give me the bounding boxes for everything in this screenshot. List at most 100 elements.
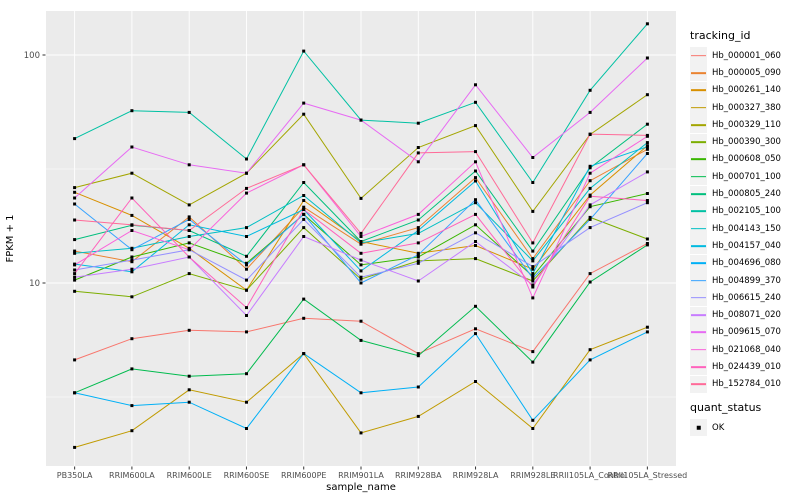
data-point <box>531 283 535 287</box>
data-point <box>359 196 363 200</box>
data-point <box>73 249 77 253</box>
data-point <box>73 272 77 276</box>
data-point <box>531 257 535 261</box>
data-point <box>302 181 306 184</box>
data-point <box>645 122 649 126</box>
data-point <box>531 241 535 245</box>
data-point <box>130 258 134 262</box>
data-point <box>130 145 134 149</box>
legend-item-Hb_024439_010: Hb_024439_010 <box>690 358 800 376</box>
data-point <box>187 223 191 227</box>
data-point <box>474 176 477 180</box>
data-point <box>245 427 248 430</box>
legend-item-Hb_000329_110: Hb_000329_110 <box>690 116 800 134</box>
data-point <box>474 304 477 308</box>
data-point <box>245 171 248 175</box>
y-tick-label: 10 <box>29 279 40 289</box>
data-point <box>187 241 191 245</box>
legend-key-swatch <box>690 47 707 65</box>
legend-key-swatch <box>690 168 707 186</box>
data-point <box>302 235 306 238</box>
data-point <box>130 295 134 299</box>
legend-key-line <box>691 245 706 247</box>
data-point <box>245 235 248 238</box>
data-point <box>416 229 420 232</box>
data-point <box>416 121 420 125</box>
data-point <box>588 205 592 209</box>
data-point <box>245 263 248 267</box>
legend-key-swatch <box>690 220 707 238</box>
legend: tracking_id Hb_000001_060 Hb_000005_090 Hb… <box>690 29 800 437</box>
data-point <box>130 109 134 113</box>
legend-item-label: Hb_004696_080 <box>712 258 781 269</box>
data-point <box>588 132 592 136</box>
data-point <box>187 203 191 207</box>
data-point <box>474 212 477 216</box>
legend-key-line <box>691 262 706 265</box>
x-tick-label: PB350LA <box>57 471 93 480</box>
x-tick-label: RRIM600SE <box>224 471 270 480</box>
data-point <box>645 330 649 334</box>
data-point <box>73 137 77 141</box>
data-point <box>474 201 477 205</box>
data-point <box>302 112 306 116</box>
data-point <box>588 280 592 284</box>
data-point <box>474 223 477 227</box>
data-point <box>645 56 649 60</box>
legend-key-point <box>696 425 701 430</box>
legend-key-line <box>691 158 706 161</box>
data-point <box>645 243 649 247</box>
legend-key-line <box>691 106 706 109</box>
legend-key-line <box>691 89 706 92</box>
data-point <box>187 215 191 219</box>
data-point <box>588 88 592 92</box>
legend-key-line <box>691 175 706 178</box>
data-point <box>359 263 363 267</box>
legend-item-Hb_006615_240: Hb_006615_240 <box>690 289 800 307</box>
legend-item-Hb_009615_070: Hb_009615_070 <box>690 323 800 341</box>
legend-key-line <box>691 314 706 316</box>
data-point <box>245 306 248 310</box>
legend-item-label: Hb_000005_090 <box>712 67 781 78</box>
data-point <box>645 325 649 329</box>
data-point <box>416 261 420 265</box>
legend-item-Hb_000001_060: Hb_000001_060 <box>690 47 800 65</box>
data-point <box>531 267 535 271</box>
data-point <box>130 260 134 264</box>
data-point <box>416 259 420 263</box>
data-point <box>73 186 77 190</box>
data-point <box>531 259 535 263</box>
legend-key-line <box>691 348 706 351</box>
legend-item-Hb_000261_140: Hb_000261_140 <box>690 81 800 99</box>
legend-item-Hb_000005_090: Hb_000005_090 <box>690 64 800 82</box>
data-point <box>302 194 306 197</box>
data-point <box>588 348 592 352</box>
data-point <box>359 118 363 122</box>
data-point <box>359 391 363 395</box>
legend-item-label: Hb_006615_240 <box>712 292 781 303</box>
data-point <box>588 171 592 175</box>
data-point <box>474 198 477 202</box>
legend-key-line <box>691 383 706 386</box>
data-point <box>302 226 306 230</box>
legend-item-Hb_000608_050: Hb_000608_050 <box>690 150 800 168</box>
data-point <box>474 160 477 164</box>
legend-item-label: Hb_000390_300 <box>712 137 781 148</box>
legend-item-Hb_008071_020: Hb_008071_020 <box>690 306 800 324</box>
data-point <box>416 352 420 356</box>
data-point <box>302 208 306 211</box>
data-point <box>359 241 363 245</box>
legend-key-swatch <box>690 185 707 203</box>
legend-item-Hb_004696_080: Hb_004696_080 <box>690 254 800 272</box>
data-point <box>73 218 77 222</box>
data-point <box>588 194 592 198</box>
data-point <box>73 202 77 206</box>
data-point <box>416 160 420 164</box>
data-point <box>130 367 134 371</box>
data-point <box>130 223 134 227</box>
data-point <box>187 374 191 378</box>
data-point <box>416 212 420 216</box>
legend-item-label: OK <box>712 422 725 433</box>
data-point <box>187 328 191 332</box>
